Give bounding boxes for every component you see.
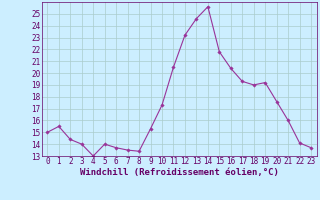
X-axis label: Windchill (Refroidissement éolien,°C): Windchill (Refroidissement éolien,°C): [80, 168, 279, 177]
